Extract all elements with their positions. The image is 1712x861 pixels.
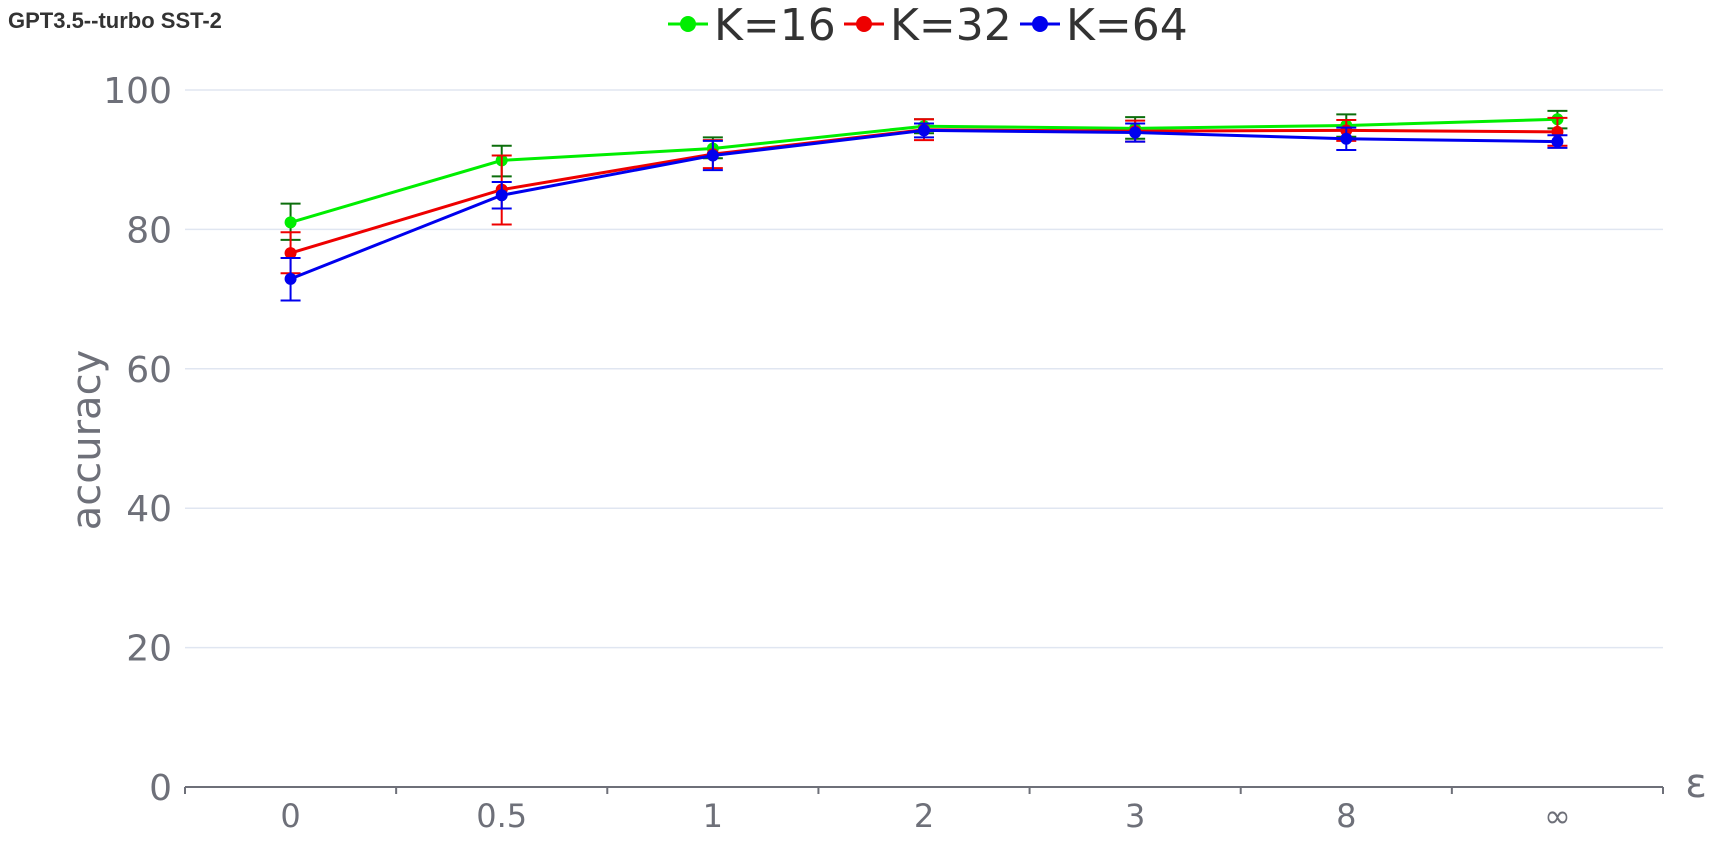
y-tick-label: 40 <box>126 489 172 530</box>
y-tick-label: 0 <box>149 768 172 809</box>
legend-item[interactable]: K=16 <box>668 0 836 51</box>
x-tick-label: 0.5 <box>476 797 527 835</box>
x-tick-label: 1 <box>703 797 723 835</box>
x-tick-label: 2 <box>914 797 934 835</box>
data-point[interactable] <box>284 272 297 285</box>
legend-swatch-marker <box>856 16 872 32</box>
y-tick-label: 20 <box>126 629 172 670</box>
legend-label: K=64 <box>1066 0 1188 51</box>
series-K=64 <box>280 122 1568 302</box>
legend-swatch-marker <box>1032 16 1048 32</box>
y-axis-ticks: 0 20 40 60 80 100 <box>103 71 172 809</box>
legend-item[interactable]: K=32 <box>844 0 1012 51</box>
series-group <box>280 109 1568 302</box>
grid-lines <box>185 89 1663 649</box>
data-point[interactable] <box>1340 132 1353 145</box>
x-tick-label: 3 <box>1125 797 1145 835</box>
series-line <box>290 128 1558 255</box>
series-line <box>290 128 1558 281</box>
legend-swatch-marker <box>680 16 696 32</box>
y-tick-label: 80 <box>126 210 172 251</box>
x-axis-label: ε <box>1685 761 1707 807</box>
data-point[interactable] <box>284 216 297 229</box>
legend-label: K=32 <box>890 0 1012 51</box>
x-axis-ticks: 0 0.5 1 2 3 8 ∞ <box>184 787 1664 835</box>
data-point[interactable] <box>284 247 297 260</box>
chart-title: GPT3.5--turbo SST-2 <box>8 8 222 33</box>
y-tick-label: 60 <box>126 350 172 391</box>
data-point[interactable] <box>1551 135 1564 148</box>
x-tick-label: 8 <box>1336 797 1356 835</box>
data-point[interactable] <box>706 149 719 162</box>
data-point[interactable] <box>495 189 508 202</box>
data-point[interactable] <box>1129 126 1142 139</box>
legend: K=16 K=32 K=64 <box>668 0 1188 51</box>
y-tick-label: 100 <box>103 71 172 112</box>
data-point[interactable] <box>918 124 930 137</box>
y-axis-label: accuracy <box>64 350 110 530</box>
x-tick-label: 0 <box>280 797 300 835</box>
series-K=32 <box>280 116 1568 275</box>
x-tick-label: ∞ <box>1544 797 1571 835</box>
legend-item[interactable]: K=64 <box>1020 0 1188 51</box>
legend-label: K=16 <box>714 0 836 51</box>
